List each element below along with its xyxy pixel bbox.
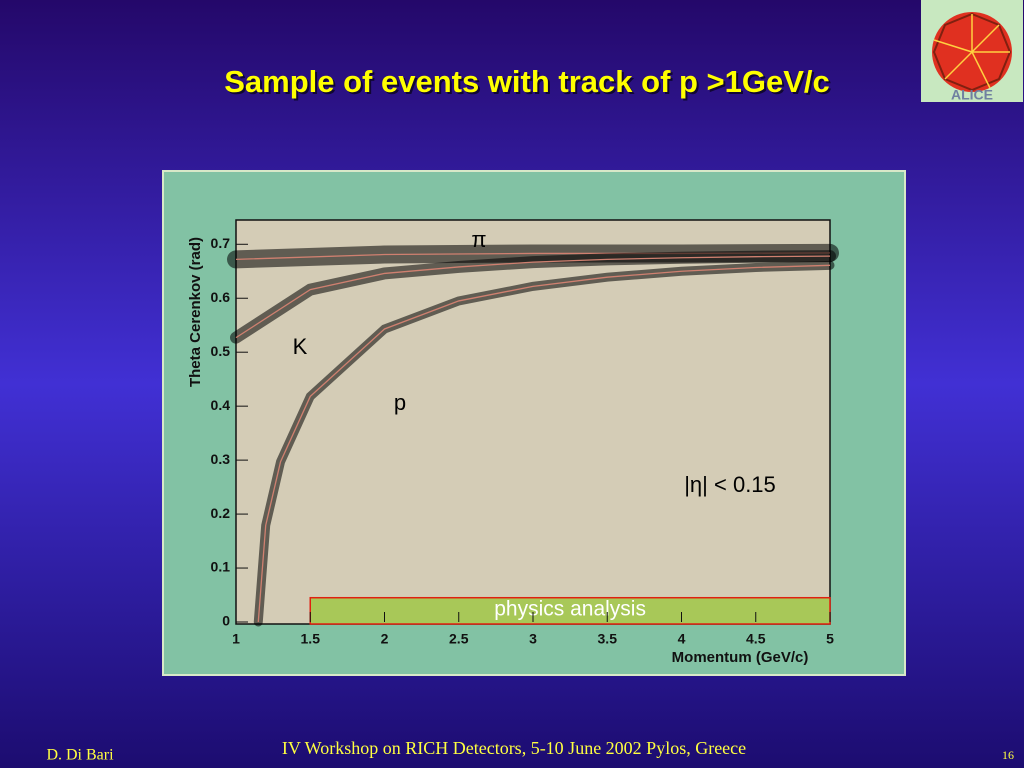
x-axis-label: Momentum (GeV/c) [672, 649, 809, 666]
series-label: p [394, 390, 406, 415]
x-tick-label: 3 [529, 631, 537, 647]
series-label: π [471, 227, 486, 252]
x-tick-label: 4.5 [746, 631, 766, 647]
x-tick-label: 2.5 [449, 631, 469, 647]
footer-event: IV Workshop on RICH Detectors, 5-10 June… [282, 738, 746, 758]
x-tick-label: 1 [232, 631, 240, 647]
plot-area: physics analysis 1 1.5 2 2.5 3 3.5 4 4.5 5 0 0.1 0.2… [211, 227, 839, 647]
series-label: K [293, 334, 308, 359]
x-tick-label: 4 [678, 631, 686, 647]
y-tick-label: 0.2 [211, 505, 231, 521]
x-tick-label: 1.5 [301, 631, 321, 647]
x-tick-label: 5 [826, 631, 834, 647]
slide-title: Sample of events with track of p >1GeV/c [224, 64, 830, 99]
y-tick-label: 0.6 [211, 289, 231, 305]
annotation: |η| < 0.15 [684, 472, 776, 497]
curve [235, 255, 831, 339]
y-tick-label: 0.4 [211, 397, 231, 413]
logo: ALICE [921, 0, 1023, 103]
logo-text: ALICE [951, 87, 993, 103]
y-tick-label: 0.7 [211, 235, 231, 251]
page-number: 16 [1002, 748, 1014, 762]
footer-author: D. Di Bari [46, 747, 114, 764]
region-label: physics analysis [494, 597, 646, 620]
y-tick-label: 0 [222, 613, 230, 629]
y-tick-label: 0.5 [211, 343, 231, 359]
y-tick-label: 0.3 [211, 451, 231, 467]
y-axis-label: Theta Cerenkov (rad) [187, 237, 204, 387]
x-tick-label: 2 [381, 631, 389, 647]
logo-octagon [932, 12, 1012, 92]
logo-rays [933, 14, 1010, 89]
curve [257, 264, 831, 623]
analysis-region [309, 596, 831, 625]
title-shadow: Sample of events with track of p >1GeV/c [226, 66, 832, 101]
y-tick-label: 0.1 [211, 559, 231, 575]
x-tick-label: 3.5 [598, 631, 618, 647]
